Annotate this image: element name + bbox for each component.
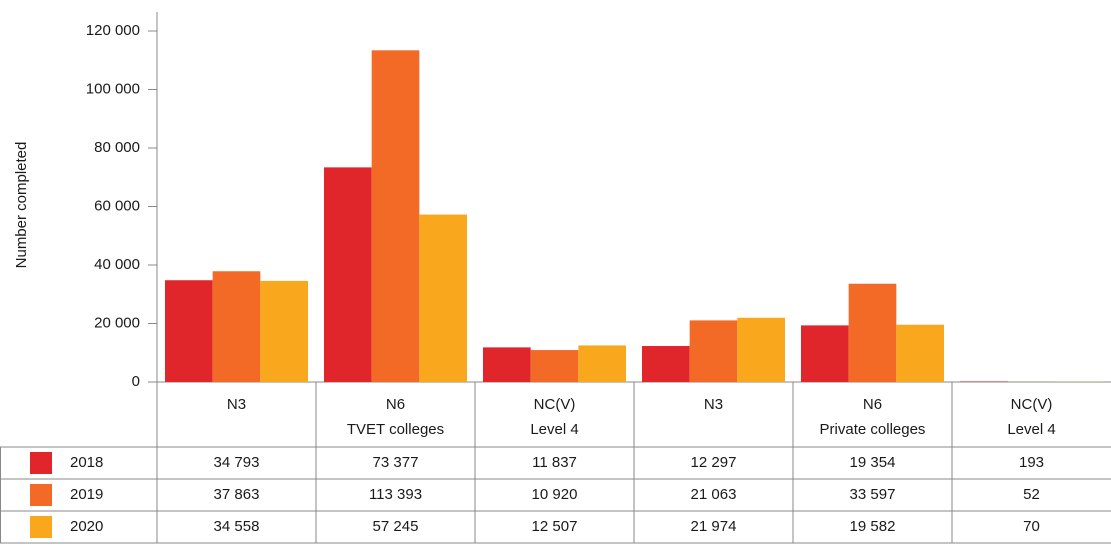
bar [419, 215, 467, 382]
table-cell: 52 [1023, 486, 1040, 503]
x-tick-label: N6 [863, 396, 882, 413]
y-tick-label: 0 [132, 373, 140, 390]
bar [578, 345, 626, 382]
table-cell: 57 245 [373, 518, 419, 535]
bar [737, 318, 785, 382]
y-tick-label: 80 000 [94, 139, 140, 156]
table-cell: 34 558 [214, 518, 260, 535]
y-tick-label: 120 000 [86, 22, 140, 39]
table-cell: 10 920 [532, 486, 578, 503]
bar [801, 325, 849, 382]
legend-label: 2018 [70, 454, 103, 471]
bar [260, 281, 308, 382]
legend-swatch [30, 484, 52, 506]
legend-label: 2020 [70, 518, 103, 535]
group-label: Private colleges [820, 421, 926, 438]
table-cell: 73 377 [373, 454, 419, 471]
table-cell: 70 [1023, 518, 1040, 535]
table-cell: 19 582 [850, 518, 896, 535]
table-cell: 113 393 [369, 486, 422, 503]
bar [690, 320, 738, 382]
y-tick-label: 20 000 [94, 314, 140, 331]
x-tick-label: N3 [227, 396, 246, 413]
y-tick-label: 40 000 [94, 256, 140, 273]
bar [324, 167, 372, 382]
y-axis-label: Number completed [13, 142, 30, 269]
x-tick-label: Level 4 [1007, 421, 1055, 438]
x-tick-label: Level 4 [530, 421, 578, 438]
table-cell: 12 507 [532, 518, 578, 535]
table-cell: 21 063 [691, 486, 737, 503]
table-cell: 193 [1019, 454, 1044, 471]
bar [642, 346, 690, 382]
x-tick-label: NC(V) [534, 396, 576, 413]
x-tick-label: N3 [704, 396, 723, 413]
table-cell: 11 837 [532, 454, 577, 471]
table-cell: 34 793 [214, 454, 260, 471]
table-cell: 33 597 [850, 486, 896, 503]
bar [213, 271, 261, 382]
x-tick-label: NC(V) [1011, 396, 1053, 413]
table-cell: 19 354 [850, 454, 896, 471]
group-label: TVET colleges [347, 421, 444, 438]
y-tick-label: 100 000 [86, 80, 140, 97]
bar [849, 284, 897, 382]
legend-swatch [30, 452, 52, 474]
legend-swatch [30, 516, 52, 538]
legend-label: 2019 [70, 486, 103, 503]
bar [960, 381, 1008, 382]
table-cell: 37 863 [214, 486, 260, 503]
x-tick-label: N6 [386, 396, 405, 413]
bar [372, 50, 420, 382]
table-cell: 21 974 [691, 518, 737, 535]
bar [896, 325, 944, 382]
bar [483, 347, 531, 382]
table-cell: 12 297 [691, 454, 737, 471]
bar [531, 350, 579, 382]
y-tick-label: 60 000 [94, 197, 140, 214]
bar [165, 280, 213, 382]
